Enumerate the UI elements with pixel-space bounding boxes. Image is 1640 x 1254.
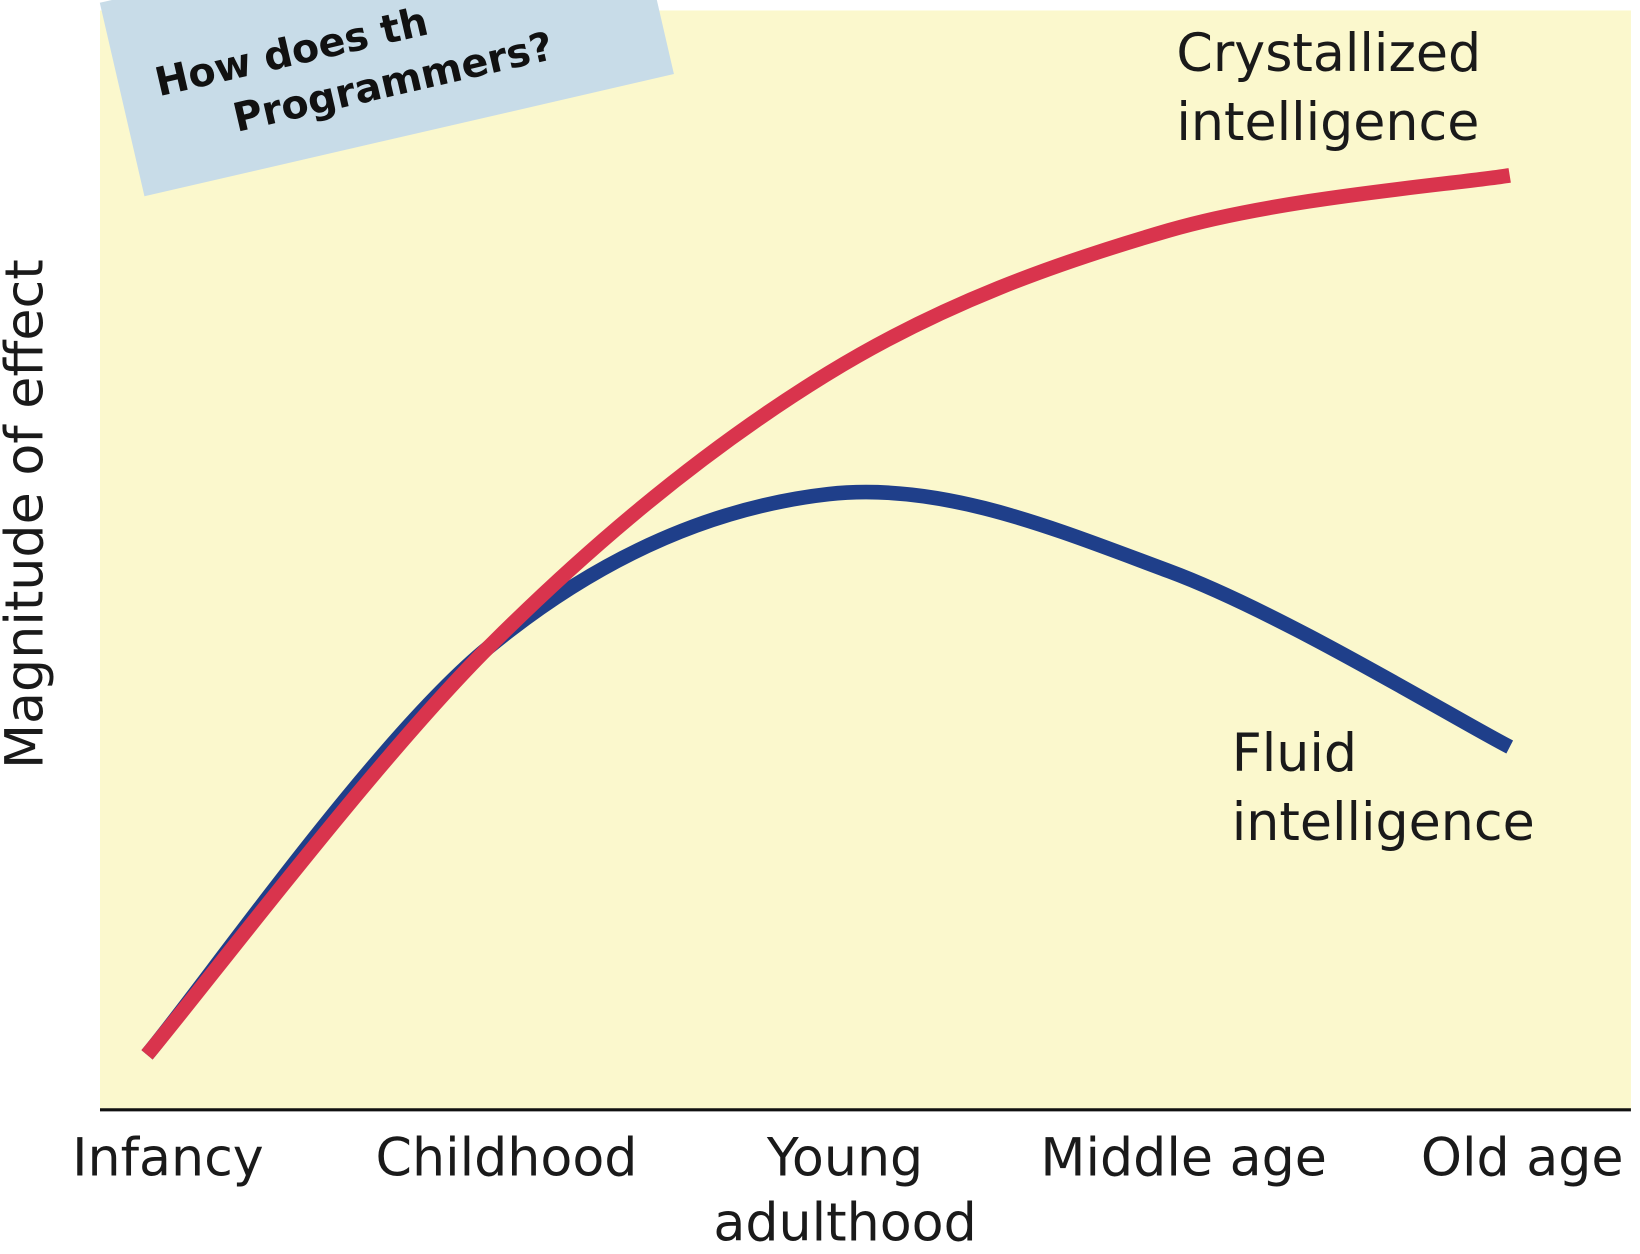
- note-box: [99, 0, 674, 197]
- line: [141, 168, 1511, 1060]
- x-tick-label: Young adulthood: [713, 1129, 976, 1254]
- x-tick-label: Childhood: [376, 1129, 638, 1189]
- series-label: Fluid intelligence: [1232, 724, 1535, 853]
- series-label: Crystallized intelligence: [1176, 24, 1481, 153]
- plot-area: [99, 10, 1631, 1110]
- note: How does th Programmers?: [99, 0, 674, 197]
- x-tick-label: Old age: [1421, 1129, 1624, 1189]
- x-tick-label: Middle age: [1040, 1129, 1326, 1189]
- y-axis-label: Magnitude of effect: [0, 259, 56, 769]
- x-tick-label: Infancy: [72, 1129, 264, 1189]
